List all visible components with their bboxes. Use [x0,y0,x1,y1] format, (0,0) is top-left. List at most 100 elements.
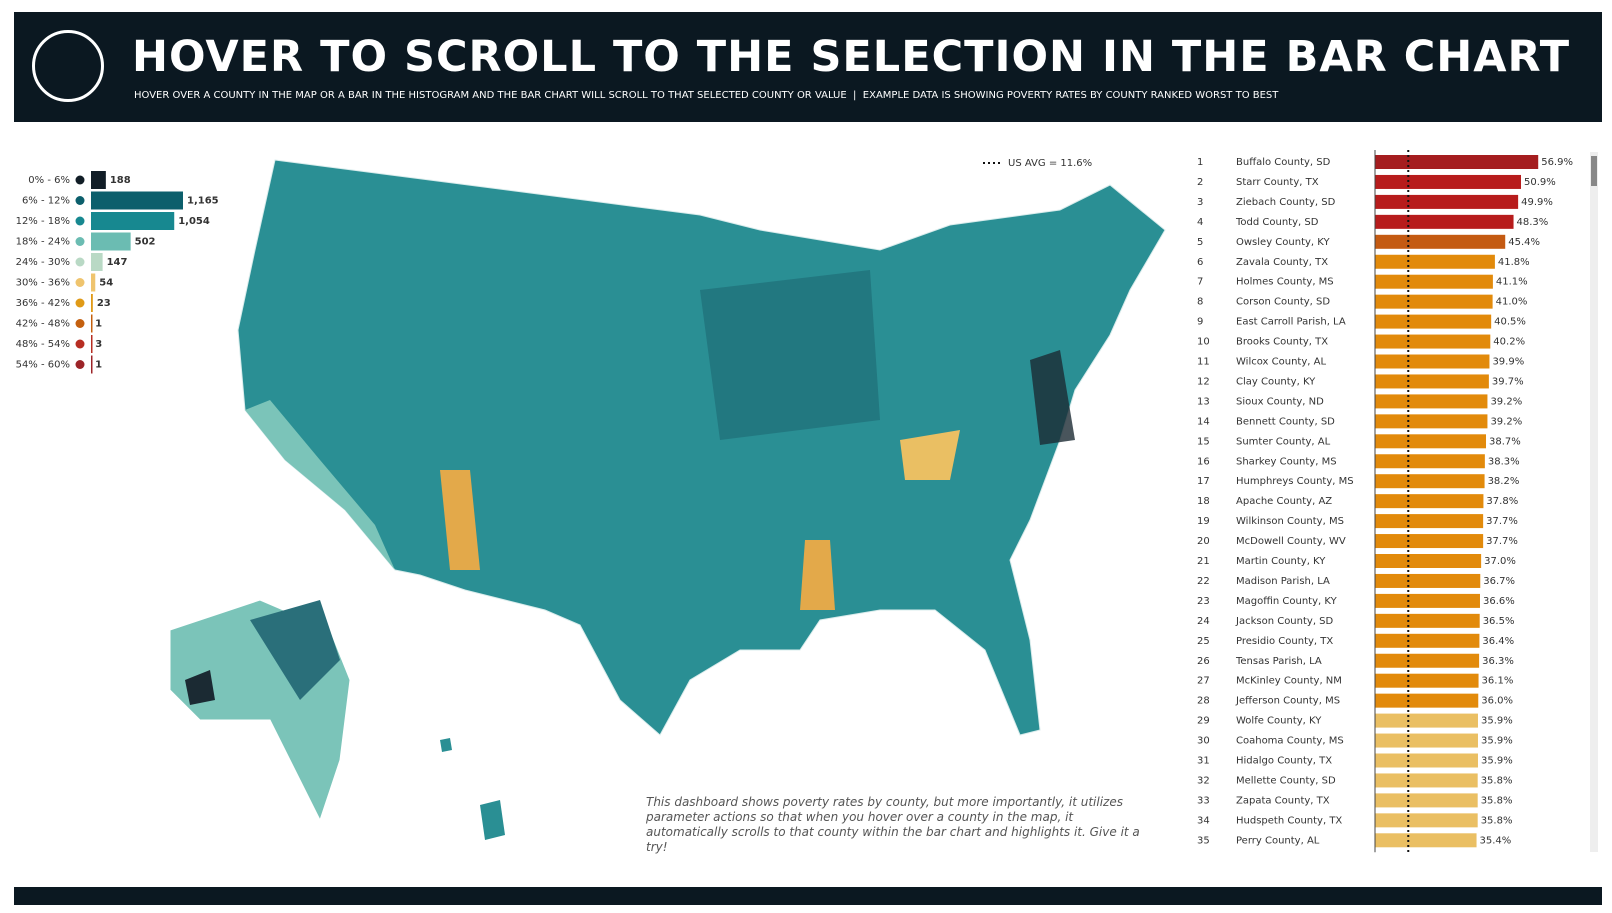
rank: 25 [1197,636,1210,647]
value-label: 35.8% [1481,815,1513,826]
county-name: Todd County, SD [1235,217,1319,228]
county-name: East Carroll Parish, LA [1236,317,1346,328]
county-name: Buffalo County, SD [1236,157,1331,168]
map[interactable] [169,159,1166,840]
header: HOVER TO SCROLL TO THE SELECTION IN THE … [14,12,1602,122]
value-label: 39.2% [1490,396,1522,407]
logo [32,30,104,102]
county-name: Jefferson County, MS [1235,696,1340,707]
county-name: Perry County, AL [1236,835,1320,846]
rank: 9 [1197,317,1203,328]
value-label: 37.7% [1486,536,1518,547]
county-name: Holmes County, MS [1236,277,1334,288]
rank: 29 [1197,716,1210,727]
county-name: Wilkinson County, MS [1236,516,1344,527]
scroll-thumb[interactable] [1591,156,1597,186]
rank: 28 [1197,696,1210,707]
rank: 2 [1197,177,1203,188]
rank: 17 [1197,476,1210,487]
value-label: 41.1% [1496,277,1528,288]
county-name: Apache County, AZ [1236,496,1332,507]
rank: 14 [1197,416,1210,427]
county-name: Madison Parish, LA [1236,576,1330,587]
rank: 33 [1197,795,1210,806]
value-label: 37.0% [1484,556,1516,567]
bin-label: 6% - 12% [22,196,70,207]
bar [1375,234,1506,249]
value-label: 35.9% [1481,716,1513,727]
bar [1375,673,1479,688]
county-name: Sioux County, ND [1236,396,1324,407]
bar [1375,633,1480,648]
county-name: Corson County, SD [1236,297,1330,308]
bin-dot [75,278,85,287]
county-name: Bennett County, SD [1236,416,1335,427]
county-name: McDowell County, WV [1236,536,1346,547]
value-label: 38.3% [1488,456,1520,467]
bar [1375,314,1492,329]
bin-label: 42% - 48% [16,319,70,330]
value-label: 3 [95,339,102,350]
bar [91,212,175,230]
value-label: 36.1% [1482,676,1514,687]
rank: 18 [1197,496,1210,507]
reference-label: US AVG = 11.6% [1008,158,1092,169]
scrollbar [1590,152,1598,852]
bar [91,253,103,271]
value-label: 1,054 [178,216,210,227]
county-name: Zapata County, TX [1236,795,1330,806]
subtitle: HOVER OVER A COUNTY IN THE MAP OR A BAR … [134,90,1279,101]
rank: 16 [1197,456,1210,467]
county-name: Mellette County, SD [1236,775,1336,786]
bin-dot [75,257,85,267]
county-name: Zavala County, TX [1236,257,1328,268]
county-name: Sumter County, AL [1236,436,1331,447]
bar [1375,194,1519,209]
bar [91,273,96,292]
rank: 3 [1197,197,1203,208]
rank: 34 [1197,815,1210,826]
bar [91,171,106,189]
value-label: 1 [95,319,102,330]
value-label: 48.3% [1517,217,1549,228]
bin-label: 24% - 30% [16,257,70,268]
value-label: 40.2% [1493,337,1525,348]
bar [1375,155,1539,169]
rank: 1 [1197,157,1203,168]
bar [1375,374,1489,389]
value-label: 50.9% [1524,177,1556,188]
value-label: 41.8% [1498,257,1530,268]
rank: 35 [1197,835,1210,846]
title: HOVER TO SCROLL TO THE SELECTION IN THE … [132,32,1571,82]
bar [1375,813,1478,828]
bar [1375,613,1480,628]
rank: 32 [1197,775,1210,786]
county-name: Ziebach County, SD [1236,197,1336,208]
bar [1375,534,1484,549]
value-label: 36.7% [1483,576,1515,587]
bar [91,335,93,353]
value-label: 37.8% [1486,496,1518,507]
rank: 19 [1197,516,1210,527]
bar [91,191,183,210]
bar [91,232,131,251]
county-name: Coahoma County, MS [1236,736,1344,747]
bin-dot [75,360,85,369]
county-name: Presidio County, TX [1236,636,1333,647]
bin-label: 18% - 24% [16,237,70,248]
bin-label: 36% - 42% [16,298,70,309]
bar [1375,274,1493,289]
value-label: 188 [110,175,131,186]
bin-dot [75,196,85,205]
rank: 30 [1197,736,1210,747]
bar [1375,474,1485,489]
bar [91,294,93,312]
value-label: 56.9% [1541,157,1573,168]
bar [1375,394,1488,409]
value-label: 36.3% [1482,656,1514,667]
county-name: Wilcox County, AL [1236,357,1326,368]
value-label: 502 [135,237,156,248]
value-label: 45.4% [1508,237,1540,248]
county-name: Hudspeth County, TX [1236,815,1342,826]
